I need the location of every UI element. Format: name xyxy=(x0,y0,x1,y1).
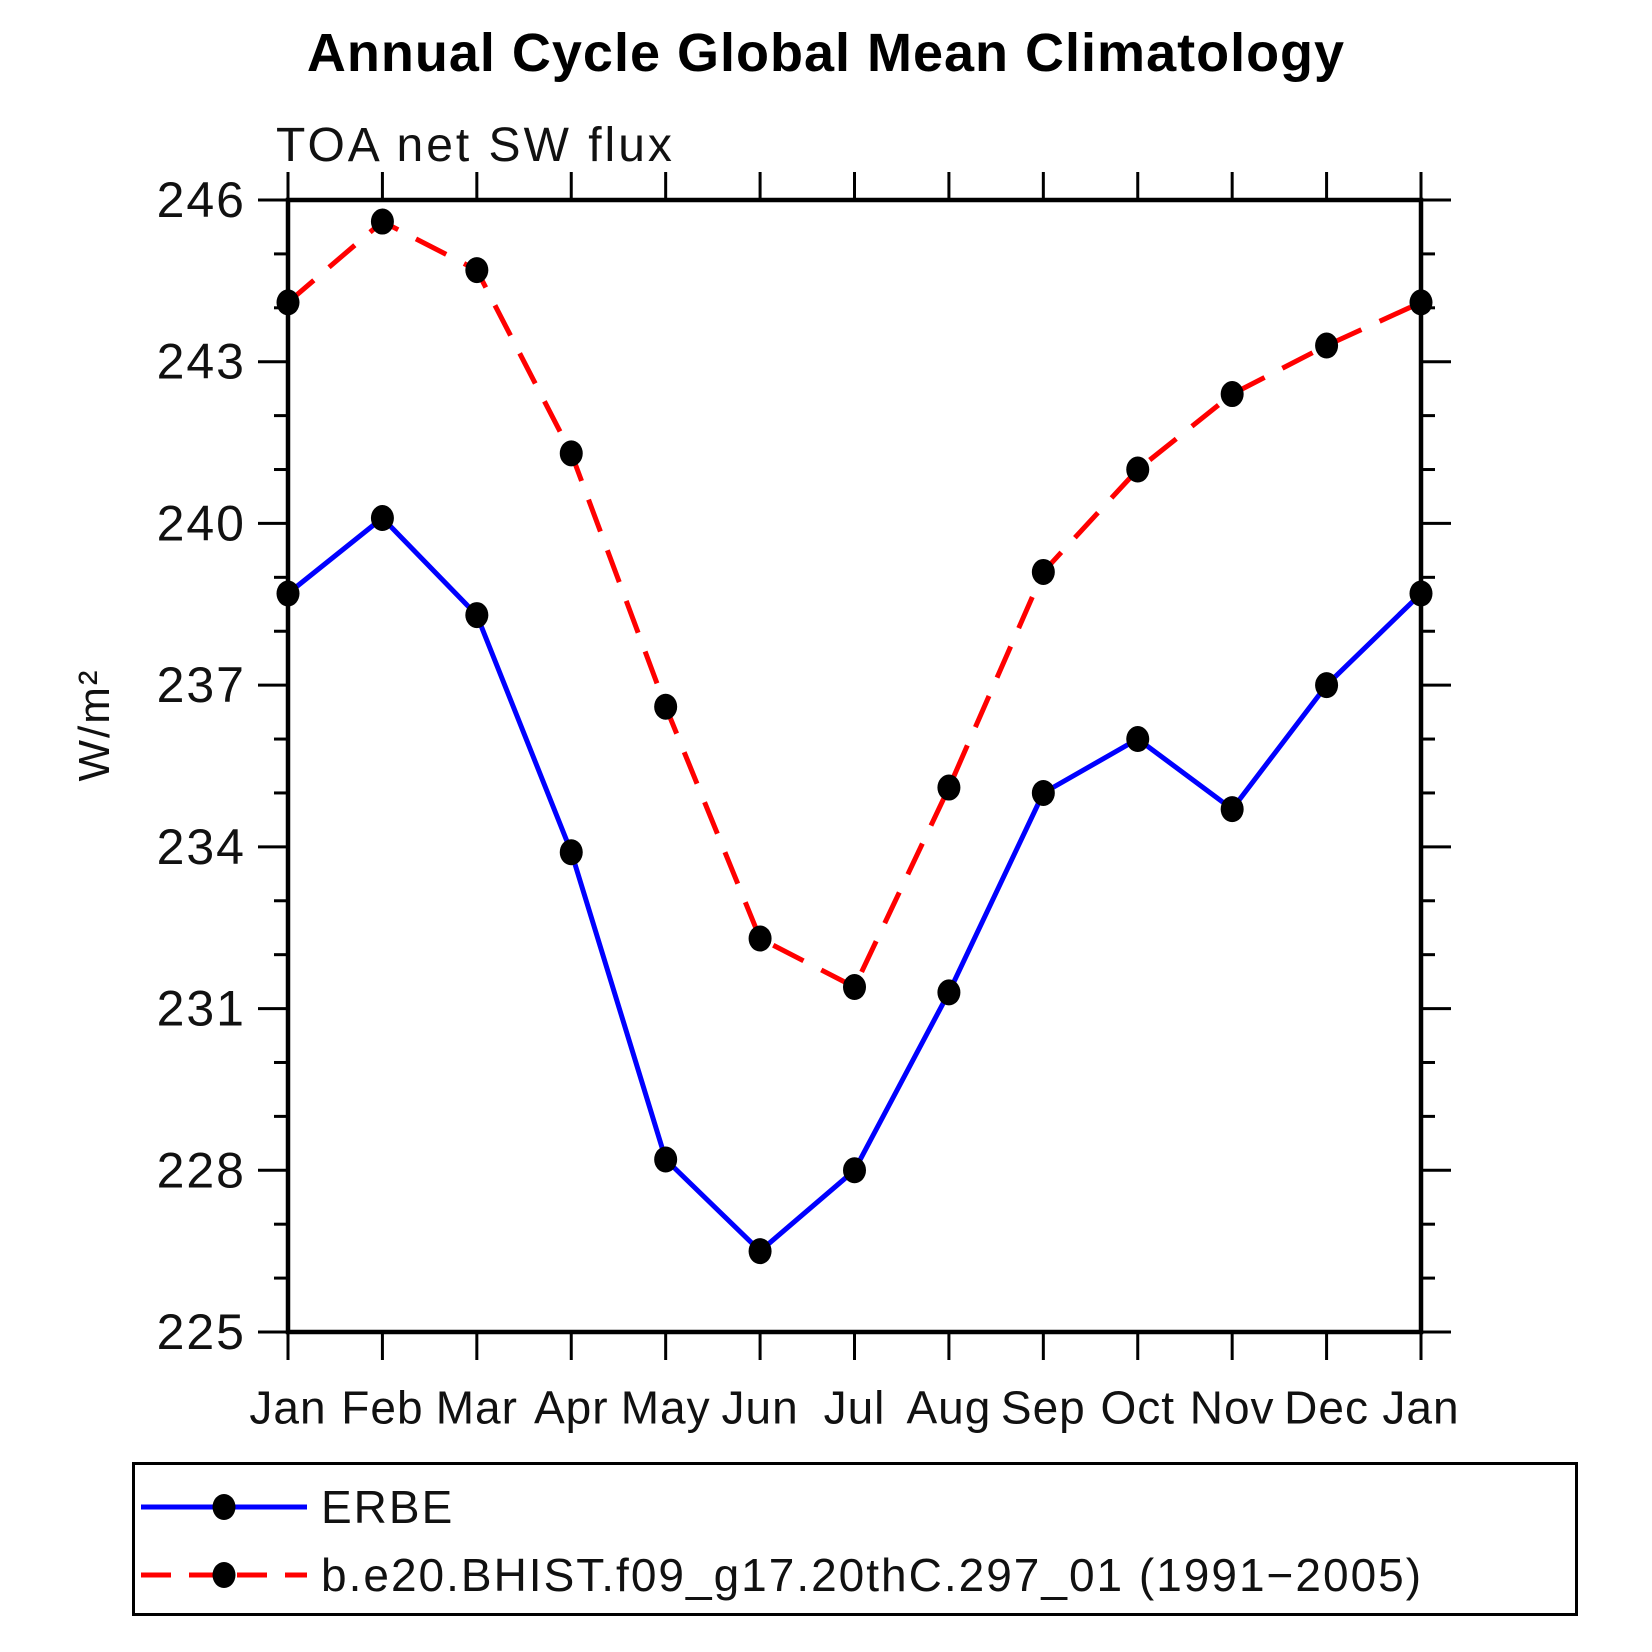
data-point-marker xyxy=(937,774,961,801)
data-point-marker xyxy=(276,580,300,607)
data-point-marker xyxy=(748,925,772,952)
chart-title: Annual Cycle Global Mean Climatology xyxy=(306,23,1346,83)
y-axis-ticks: 225 228 231 234 237 240 243 246 xyxy=(157,172,1451,1360)
legend-swatch-dashed-line xyxy=(141,1562,307,1588)
x-tick-label: Mar xyxy=(436,1382,518,1434)
data-point-marker xyxy=(465,257,489,284)
data-point-marker xyxy=(748,1238,772,1265)
y-tick-label: 234 xyxy=(157,819,246,875)
data-point-marker xyxy=(465,602,489,629)
y-tick-label: 225 xyxy=(157,1304,246,1360)
series-line-model xyxy=(286,219,1423,990)
x-tick-label: Apr xyxy=(534,1382,609,1434)
data-point-marker xyxy=(370,208,394,235)
x-tick-label: Jan xyxy=(1382,1382,1459,1434)
data-point-marker xyxy=(1315,332,1339,359)
data-point-marker xyxy=(843,1157,866,1184)
chart-subtitle: TOA net SW flux xyxy=(276,119,675,172)
y-tick-label: 231 xyxy=(157,981,246,1037)
x-tick-label: Sep xyxy=(1001,1382,1086,1434)
data-point-marker xyxy=(559,839,583,866)
data-point-marker xyxy=(1031,558,1055,585)
x-tick-label: Oct xyxy=(1100,1382,1175,1434)
data-point-marker xyxy=(843,974,866,1001)
y-tick-label: 237 xyxy=(157,657,246,713)
x-tick-label: Feb xyxy=(341,1382,423,1434)
data-point-marker xyxy=(1220,796,1244,823)
data-point-marker xyxy=(1126,456,1150,483)
y-tick-label: 246 xyxy=(157,172,246,228)
x-tick-label: Nov xyxy=(1190,1382,1275,1434)
x-tick-label: Jan xyxy=(249,1382,326,1434)
x-tick-label: May xyxy=(621,1382,711,1434)
x-tick-label: Jun xyxy=(721,1382,798,1434)
data-point-marker xyxy=(276,289,300,316)
data-point-marker xyxy=(654,1146,678,1173)
data-point-marker xyxy=(1220,381,1244,408)
y-tick-label: 243 xyxy=(157,334,246,390)
data-point-marker xyxy=(370,505,394,532)
legend-label-model: b.e20.BHIST.f09_g17.20thC.297_01 (1991−2… xyxy=(321,1549,1424,1601)
legend-swatch-solid-line xyxy=(141,1494,307,1520)
legend-entry-erbe: ERBE xyxy=(135,1481,1575,1533)
data-point-marker xyxy=(1126,726,1150,753)
y-tick-label: 228 xyxy=(157,1142,246,1198)
data-point-marker xyxy=(1409,289,1433,316)
x-axis-ticks: Jan Feb Mar Apr May Jun Jul Aug Sep Oct Nov Dec Jan xyxy=(249,172,1459,1434)
series-line-erbe xyxy=(286,515,1423,1254)
y-tick-label: 240 xyxy=(157,495,246,551)
legend: ERBE b.e20.BHIST.f09_g17.20thC.297_01 (1… xyxy=(132,1462,1578,1616)
legend-label-erbe: ERBE xyxy=(321,1481,455,1533)
x-tick-label: Jul xyxy=(824,1382,886,1434)
data-point-marker xyxy=(559,440,583,467)
x-tick-label: Aug xyxy=(906,1382,991,1434)
x-tick-label: Dec xyxy=(1284,1382,1369,1434)
data-point-marker xyxy=(1409,580,1433,607)
data-point-marker xyxy=(1031,779,1055,806)
data-point-marker xyxy=(654,693,678,720)
legend-entry-model: b.e20.BHIST.f09_g17.20thC.297_01 (1991−2… xyxy=(135,1549,1575,1601)
data-point-marker xyxy=(937,979,961,1006)
data-point-marker xyxy=(1315,672,1339,699)
